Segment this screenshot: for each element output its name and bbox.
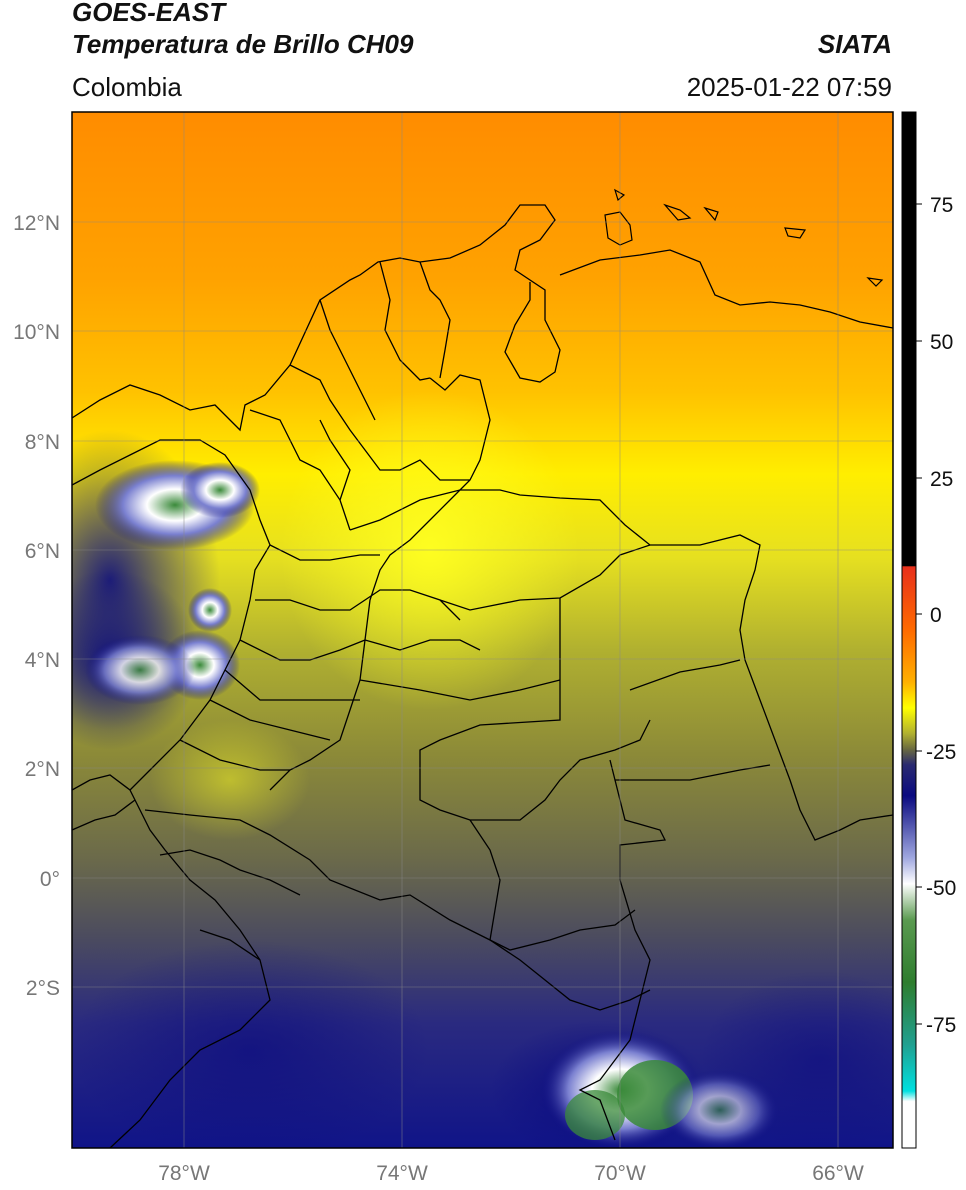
colorbar-tick: 0 — [930, 604, 942, 627]
satellite-image — [72, 112, 893, 1148]
colorbar-tick: 25 — [930, 468, 953, 491]
lat-label: 0° — [40, 868, 60, 891]
lat-axis: 12°N 10°N 8°N 6°N 4°N 2°N 0° 2°S — [13, 212, 60, 1000]
colorbar-gradient — [901, 111, 917, 1149]
lat-label: 6°N — [25, 540, 60, 563]
datetime-label: 2025-01-22 07:59 — [686, 72, 892, 102]
lon-label: 78°W — [158, 1162, 210, 1185]
title-satellite: GOES-EAST — [72, 0, 226, 27]
lat-label: 4°N — [25, 649, 60, 672]
region-label: Colombia — [72, 72, 182, 102]
colorbar-tick: 75 — [930, 194, 953, 217]
lat-label: 8°N — [25, 431, 60, 454]
colorbar-tick: -75 — [926, 1014, 956, 1037]
lat-label: 10°N — [13, 321, 60, 344]
brand-label: SIATA — [817, 29, 892, 59]
lat-label: 2°S — [26, 977, 60, 1000]
colorbar-tick: -25 — [926, 741, 956, 764]
lon-axis: 78°W 74°W 70°W 66°W — [158, 1162, 864, 1185]
map-frame — [71, 111, 894, 1149]
lon-label: 74°W — [376, 1162, 428, 1185]
colorbar-tick: 50 — [930, 331, 953, 354]
title-product: Temperatura de Brillo CH09 — [72, 29, 414, 59]
colorbar-tick: -50 — [926, 877, 956, 900]
colorbar: 75 50 25 0 -25 -50 -75 — [901, 111, 956, 1149]
lon-label: 66°W — [812, 1162, 864, 1185]
lat-label: 12°N — [13, 212, 60, 235]
lat-label: 2°N — [25, 758, 60, 781]
lon-label: 70°W — [594, 1162, 646, 1185]
